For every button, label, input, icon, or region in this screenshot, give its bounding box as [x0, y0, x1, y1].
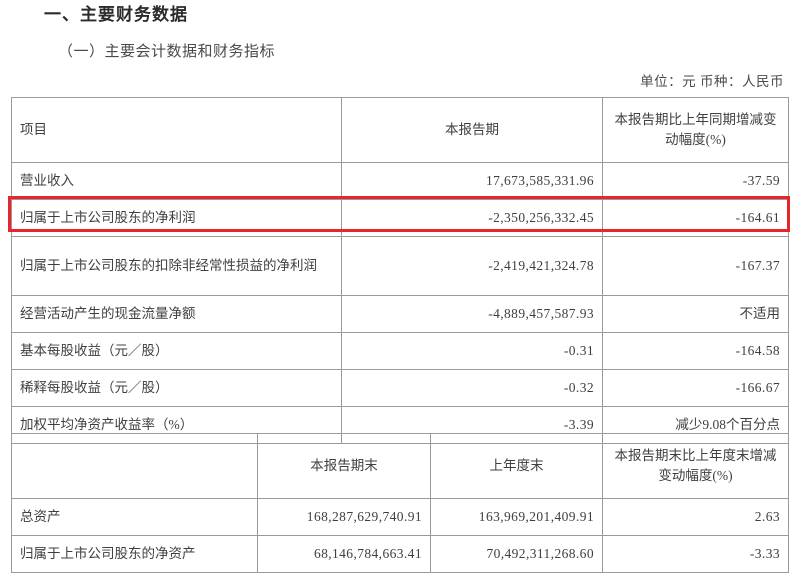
table-row: 营业收入 17,673,585,331.96 -37.59	[11, 162, 789, 200]
table-row: 归属于上市公司股东的净资产 68,146,784,663.41 70,492,3…	[11, 535, 789, 573]
row-label: 稀释每股收益（元／股）	[11, 369, 342, 407]
row-label: 总资产	[11, 498, 258, 536]
row-label: 归属于上市公司股东的扣除非经常性损益的净利润	[11, 236, 342, 296]
table-row: 经营活动产生的现金流量净额 -4,889,457,587.93 不适用	[11, 295, 789, 333]
table-row: 基本每股收益（元／股） -0.31 -164.58	[11, 332, 789, 370]
row-label: 基本每股收益（元／股）	[11, 332, 342, 370]
subsection-title: （一）主要会计数据和财务指标	[58, 44, 276, 60]
table-row: 稀释每股收益（元／股） -0.32 -166.67	[11, 369, 789, 407]
row-current-value: -2,419,421,324.78	[341, 236, 603, 296]
row-change-value: 2.63	[602, 498, 789, 536]
section-title: 一、主要财务数据	[44, 5, 188, 24]
row-change-value: -164.58	[602, 332, 789, 370]
main-financial-table-wrapper: 项目 本报告期 本报告期比上年同期增减变动幅度(%) 营业收入 17,673,5…	[11, 97, 789, 444]
table-row-highlighted: 归属于上市公司股东的净利润 -2,350,256,332.45 -164.61	[11, 199, 789, 237]
table-header-row: 本报告期末 上年度末 本报告期末比上年度末增减变动幅度(%)	[11, 433, 789, 499]
row-current-value: 17,673,585,331.96	[341, 162, 603, 200]
row-label: 归属于上市公司股东的净利润	[11, 199, 342, 237]
row-current-value: -2,350,256,332.45	[341, 199, 603, 237]
table-header-row: 项目 本报告期 本报告期比上年同期增减变动幅度(%)	[11, 97, 789, 163]
header-item-blank	[11, 433, 258, 499]
row-current-value: -0.32	[341, 369, 603, 407]
row-change-value: -166.67	[602, 369, 789, 407]
row-current-value: -4,889,457,587.93	[341, 295, 603, 333]
row-current-value: -0.31	[341, 332, 603, 370]
header-item: 项目	[11, 97, 342, 163]
row-label: 经营活动产生的现金流量净额	[11, 295, 342, 333]
row-period-end-value: 168,287,629,740.91	[257, 498, 431, 536]
row-last-year-end-value: 70,492,311,268.60	[430, 535, 603, 573]
row-change-value: -167.37	[602, 236, 789, 296]
row-label: 营业收入	[11, 162, 342, 200]
row-change-value: -37.59	[602, 162, 789, 200]
main-financial-table: 项目 本报告期 本报告期比上年同期增减变动幅度(%) 营业收入 17,673,5…	[11, 97, 789, 444]
unit-currency-note: 单位：元 币种：人民币	[640, 74, 784, 89]
balance-sheet-table-wrapper: 本报告期末 上年度末 本报告期末比上年度末增减变动幅度(%) 总资产 168,2…	[11, 433, 789, 573]
balance-sheet-table: 本报告期末 上年度末 本报告期末比上年度末增减变动幅度(%) 总资产 168,2…	[11, 433, 789, 573]
row-change-value: 不适用	[602, 295, 789, 333]
header-yoy-change: 本报告期比上年同期增减变动幅度(%)	[602, 97, 789, 163]
row-label: 归属于上市公司股东的净资产	[11, 535, 258, 573]
row-change-value: -3.33	[602, 535, 789, 573]
header-current-period: 本报告期	[341, 97, 603, 163]
header-period-end: 本报告期末	[257, 433, 431, 499]
table-row: 归属于上市公司股东的扣除非经常性损益的净利润 -2,419,421,324.78…	[11, 236, 789, 296]
header-period-change: 本报告期末比上年度末增减变动幅度(%)	[602, 433, 789, 499]
row-period-end-value: 68,146,784,663.41	[257, 535, 431, 573]
row-last-year-end-value: 163,969,201,409.91	[430, 498, 603, 536]
row-change-value: -164.61	[602, 199, 789, 237]
header-last-year-end: 上年度末	[430, 433, 603, 499]
table-row: 总资产 168,287,629,740.91 163,969,201,409.9…	[11, 498, 789, 536]
